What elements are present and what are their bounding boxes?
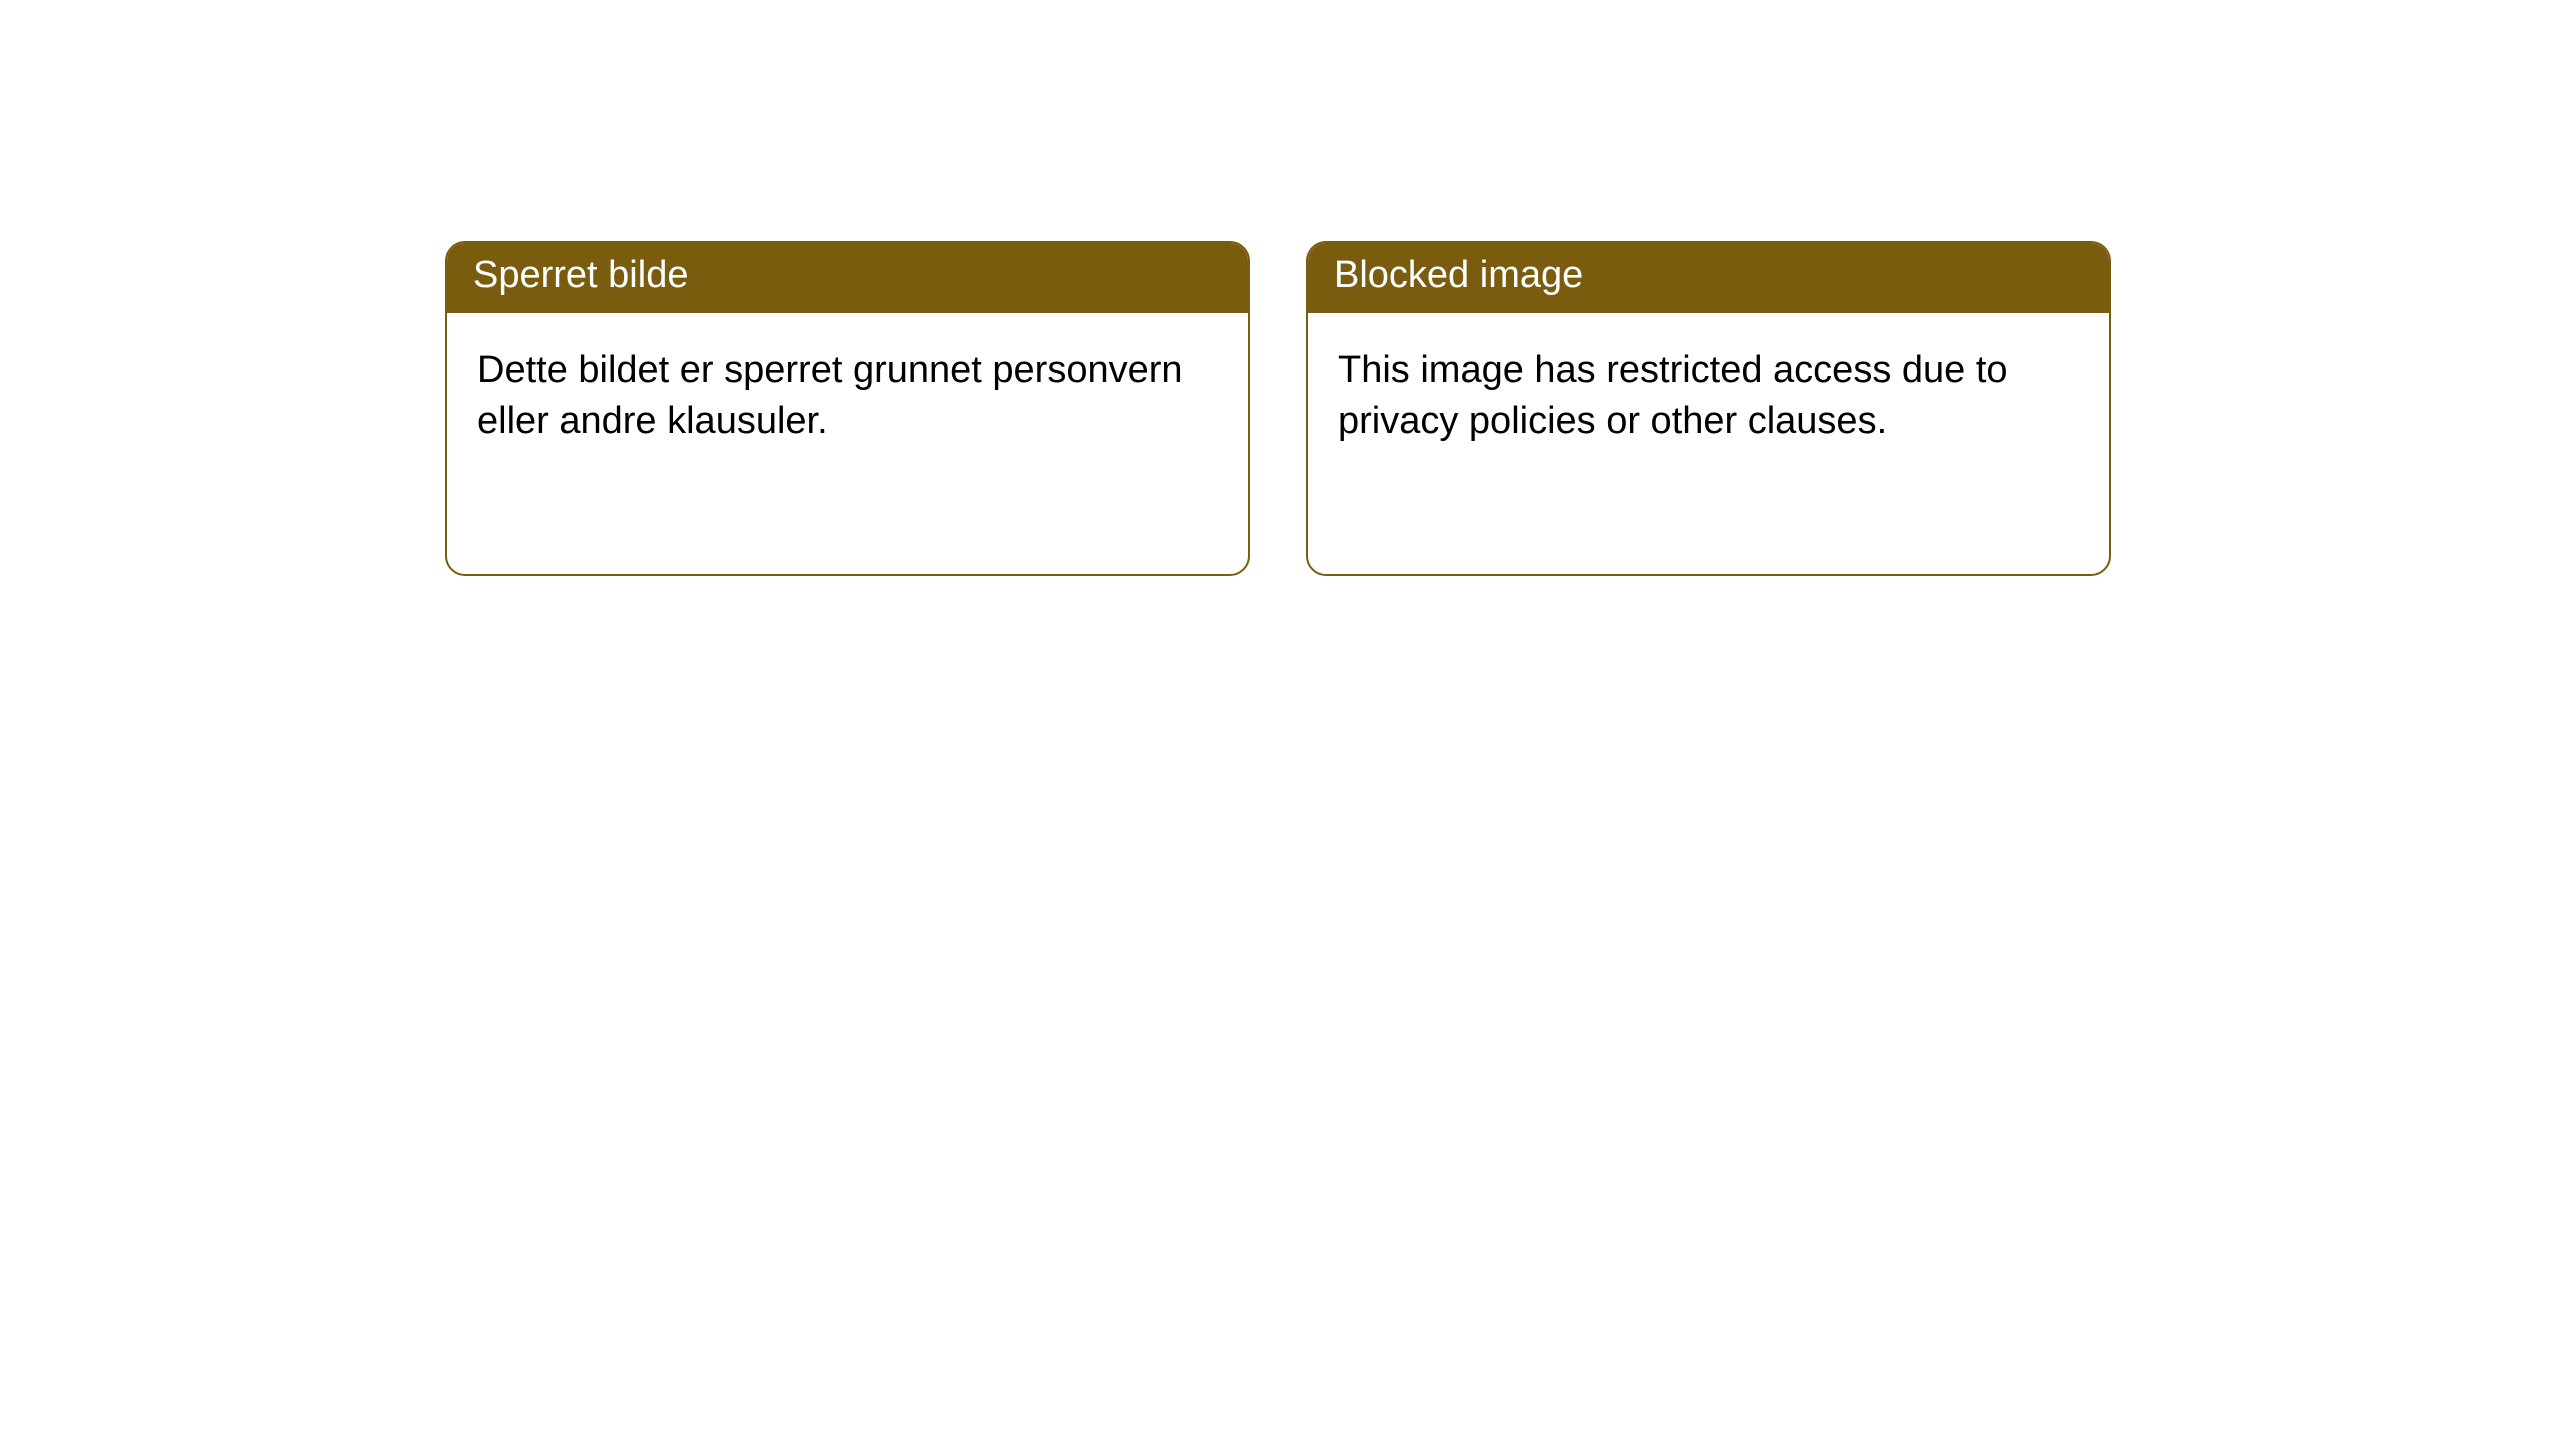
notice-header-en: Blocked image <box>1308 243 2109 313</box>
notice-header-no: Sperret bilde <box>447 243 1248 313</box>
notice-body-no: Dette bildet er sperret grunnet personve… <box>447 313 1248 480</box>
notice-body-en: This image has restricted access due to … <box>1308 313 2109 480</box>
notice-card-no: Sperret bilde Dette bildet er sperret gr… <box>445 241 1250 576</box>
notice-card-en: Blocked image This image has restricted … <box>1306 241 2111 576</box>
notice-container: Sperret bilde Dette bildet er sperret gr… <box>445 241 2111 576</box>
